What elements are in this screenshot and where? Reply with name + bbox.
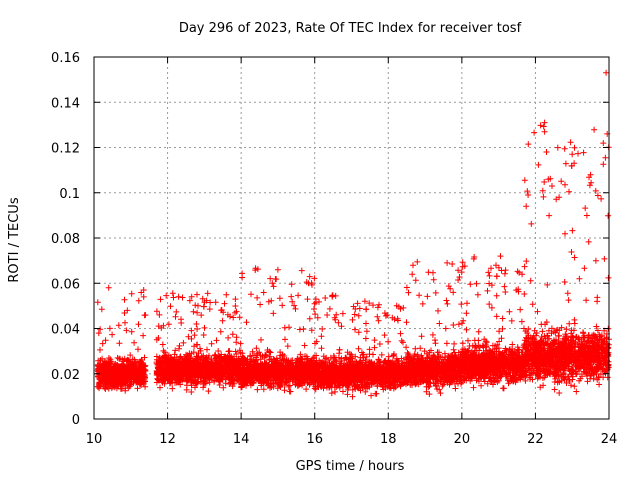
data-point [112,371,119,378]
data-point [138,357,145,363]
data-point [127,361,134,367]
data-point [180,339,187,346]
data-point [122,385,129,392]
data-point [94,299,101,306]
data-point [125,375,132,382]
data-point [131,365,138,372]
data-point [101,362,108,368]
data-point [102,337,109,344]
data-point [100,383,107,390]
data-point [128,371,135,378]
data-point [109,373,116,379]
data-point [191,343,198,350]
data-point [142,383,149,390]
data-point [221,300,228,307]
data-point [131,339,138,346]
data-point [123,327,130,334]
data-point [119,375,126,382]
data-point [115,379,122,386]
data-point [204,290,211,297]
data-point [128,328,135,335]
data-point [193,321,200,327]
data-point [95,330,102,337]
data-point [126,382,133,389]
data-point [229,331,236,338]
data-point [134,373,141,380]
data-point [127,381,134,388]
data-point [134,385,141,392]
data-point [188,327,195,334]
data-point [105,362,111,369]
data-point [236,314,243,321]
data-point [109,331,116,338]
data-point [135,346,141,353]
data-point [97,369,104,376]
data-point [188,335,195,342]
data-point [98,306,105,313]
data-point [107,367,114,374]
data-point [106,325,113,332]
data-point [111,362,118,369]
data-point [97,346,103,353]
data-point [157,384,163,391]
data-point [109,380,116,387]
data-point [105,355,112,361]
data-point [99,340,106,347]
data-point [142,312,149,318]
data-point [100,366,106,373]
data-point [116,340,123,347]
data-point [192,384,198,391]
data-point [140,293,147,300]
data-point [140,371,147,378]
data-point [132,370,139,376]
data-point [140,363,147,370]
data-point [172,347,179,354]
data-point [122,366,129,373]
data-point [95,383,102,390]
data-point [135,321,142,328]
data-point [102,374,109,381]
data-point [105,385,112,392]
data-point [117,355,124,362]
data-point [111,368,118,375]
data-point [128,290,135,297]
data-point [97,326,104,333]
data-point [122,319,128,326]
data-point [188,293,195,300]
data-point [116,367,123,374]
chart-title: Day 296 of 2023, Rate Of TEC Index for r… [179,21,522,36]
data-point [137,381,144,388]
data-point [134,369,141,376]
data-point [135,297,142,304]
data-point [112,381,119,388]
data-points [94,69,612,400]
data-point [165,321,172,328]
data-point [96,385,103,392]
data-point [97,357,104,364]
data-point [122,371,129,378]
data-point [124,307,131,314]
data-point [106,372,113,378]
data-point [140,332,147,339]
data-point [124,356,131,363]
data-point [115,322,122,329]
data-point [136,378,143,385]
data-point [127,352,134,359]
data-point [206,306,213,313]
data-point [133,377,140,384]
data-point [108,377,115,384]
data-point [121,310,128,316]
data-point [121,296,128,303]
data-point [185,333,192,340]
